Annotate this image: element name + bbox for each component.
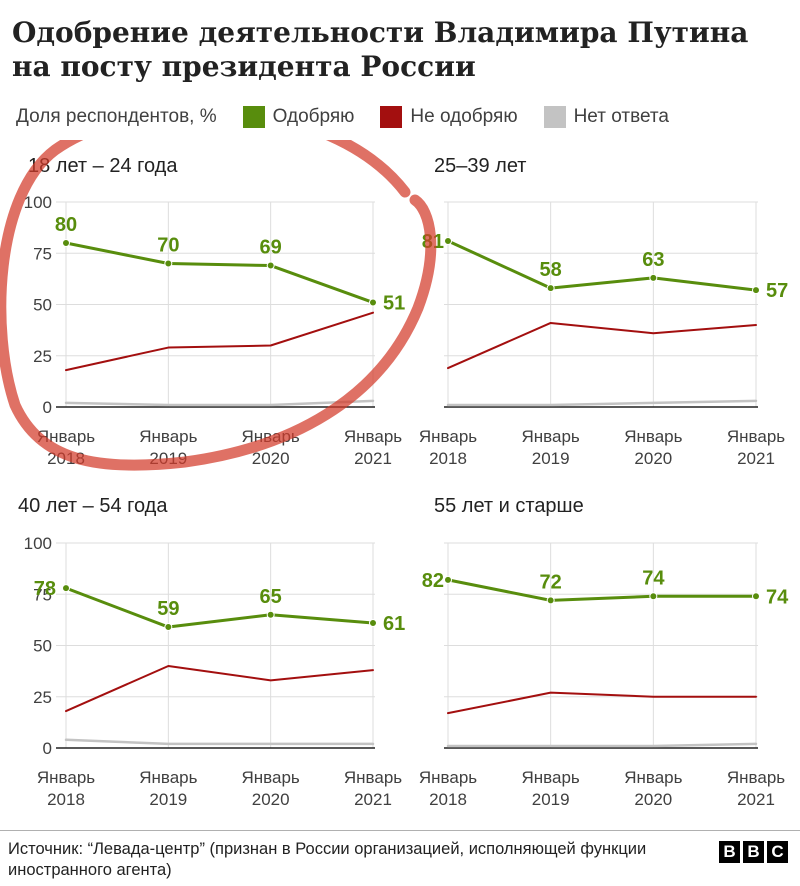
- legend-text-no-answer: Нет ответа: [573, 106, 669, 127]
- y-tick-label: 25: [33, 347, 52, 366]
- data-label-approve: 74: [766, 586, 789, 608]
- y-tick-label: 0: [43, 398, 52, 417]
- data-label-approve: 82: [422, 570, 444, 592]
- data-point-approve: [752, 286, 760, 295]
- data-point-approve: [546, 284, 555, 293]
- y-tick-label: 100: [24, 534, 52, 553]
- legend-swatch-approve: [242, 106, 265, 128]
- legend-item-disapprove: Не одобряю: [380, 106, 518, 128]
- x-tick-label: Январь 2020: [624, 768, 682, 809]
- y-tick-label: 100: [24, 193, 52, 212]
- data-point-approve: [546, 596, 555, 605]
- panel-title: 25–39 лет: [434, 155, 526, 177]
- x-tick-label: Январь 2021: [344, 427, 402, 468]
- data-point-approve: [444, 236, 452, 245]
- data-label-approve: 72: [540, 571, 562, 593]
- annotation-circle: [0, 140, 437, 471]
- source-note: Источник: “Левада-центр” (признан в Росс…: [8, 840, 647, 879]
- x-tick-label: Январь 2020: [624, 427, 682, 468]
- data-point-approve: [62, 239, 70, 247]
- data-point-approve: [649, 592, 658, 601]
- x-tick-label: Январь 2019: [139, 768, 197, 809]
- legend-swatch-disapprove: [380, 106, 403, 128]
- series-line-no-answer: [64, 738, 375, 746]
- x-tick-label: Январь 2019: [522, 768, 580, 809]
- legend-label: Доля респондентов, %: [16, 106, 217, 127]
- series-line-no-answer: [446, 399, 758, 407]
- data-label-approve: 57: [766, 280, 788, 302]
- data-label-approve: 78: [34, 578, 56, 600]
- series-line-approve: [64, 586, 375, 629]
- data-label-approve: 80: [55, 214, 77, 236]
- series-line-disapprove: [65, 665, 374, 713]
- data-point-approve: [369, 618, 377, 627]
- data-label-approve: 51: [383, 292, 405, 314]
- data-point-approve: [266, 610, 275, 619]
- bbc-logo-letter: B: [719, 841, 740, 863]
- panel-title: 18 лет – 24 года: [28, 155, 178, 177]
- series-line-no-answer: [446, 742, 758, 748]
- y-tick-label: 75: [33, 244, 52, 263]
- legend-text-disapprove: Не одобряю: [410, 106, 518, 127]
- data-label-approve: 69: [260, 237, 282, 259]
- panel-2: 25–39 лет Январь 2018 Январь 2019 Январь 2020 Я…: [419, 155, 788, 468]
- legend-item-no-answer: Нет ответа: [543, 106, 669, 128]
- panel-title: 55 лет и старше: [434, 495, 584, 517]
- data-point-approve: [266, 261, 275, 270]
- x-tick-label: Январь 2021: [727, 427, 785, 468]
- y-tick-label: 50: [33, 296, 52, 315]
- data-label-approve: 63: [642, 249, 664, 271]
- y-tick-label: 25: [33, 688, 52, 707]
- data-label-approve: 65: [260, 586, 282, 608]
- panel-title: 40 лет – 54 года: [18, 495, 168, 517]
- data-point-approve: [649, 273, 658, 282]
- x-tick-label: Январь 2020: [242, 768, 300, 809]
- x-tick-label: Январь 2021: [727, 768, 785, 809]
- bbc-logo-letter: B: [743, 841, 764, 863]
- legend-item-approve: Одобряю: [242, 106, 355, 128]
- x-tick-label: Январь 2021: [344, 768, 402, 809]
- bbc-logo: B B C: [716, 841, 788, 863]
- data-label-approve: 61: [383, 613, 405, 635]
- panel-4: 55 лет и старше Январь 2018 Январь 2019 Январ…: [419, 495, 789, 809]
- x-tick-label: Январь 2018: [419, 768, 477, 809]
- small-multiples-chart: 18 лет – 24 года 0 25 50 75 100 Январь 2018 Янва…: [0, 140, 789, 809]
- data-label-approve: 70: [157, 235, 179, 257]
- series-line-no-answer: [64, 399, 375, 407]
- y-tick-label: 50: [33, 637, 52, 656]
- data-point-approve: [62, 584, 70, 593]
- panel-3: 40 лет – 54 года 0 25 50 75 100 Январь 2018 Янва…: [18, 495, 405, 809]
- x-tick-label: Январь 2019: [522, 427, 580, 468]
- series-line-approve: [64, 241, 375, 304]
- chart-title: Одобрение деятельности Владимира Путина …: [12, 16, 749, 83]
- data-point-approve: [164, 259, 173, 268]
- legend-text-approve: Одобряю: [272, 106, 355, 127]
- bbc-logo-letter: C: [767, 841, 788, 863]
- series-line-disapprove: [447, 321, 757, 370]
- series-line-approve: [446, 578, 758, 602]
- x-tick-label: Январь 2018: [419, 427, 477, 468]
- series-line-disapprove: [65, 311, 374, 372]
- footer: Источник: “Левада-центр” (признан в Росс…: [0, 830, 800, 879]
- x-tick-label: Январь 2018: [37, 768, 95, 809]
- y-tick-label: 0: [43, 739, 52, 758]
- data-point-approve: [164, 623, 173, 632]
- legend-swatch-no-answer: [543, 106, 566, 128]
- series-line-disapprove: [447, 691, 757, 715]
- data-point-approve: [752, 592, 760, 601]
- data-point-approve: [444, 575, 452, 584]
- data-label-approve: 74: [642, 567, 665, 589]
- legend: Доля респондентов, % Одобряю Не одобряю …: [16, 104, 669, 130]
- series-line-approve: [446, 239, 758, 292]
- y-tick-label: 75: [33, 585, 52, 604]
- data-label-approve: 58: [540, 259, 562, 281]
- data-point-approve: [369, 298, 377, 307]
- data-label-approve: 59: [157, 598, 179, 620]
